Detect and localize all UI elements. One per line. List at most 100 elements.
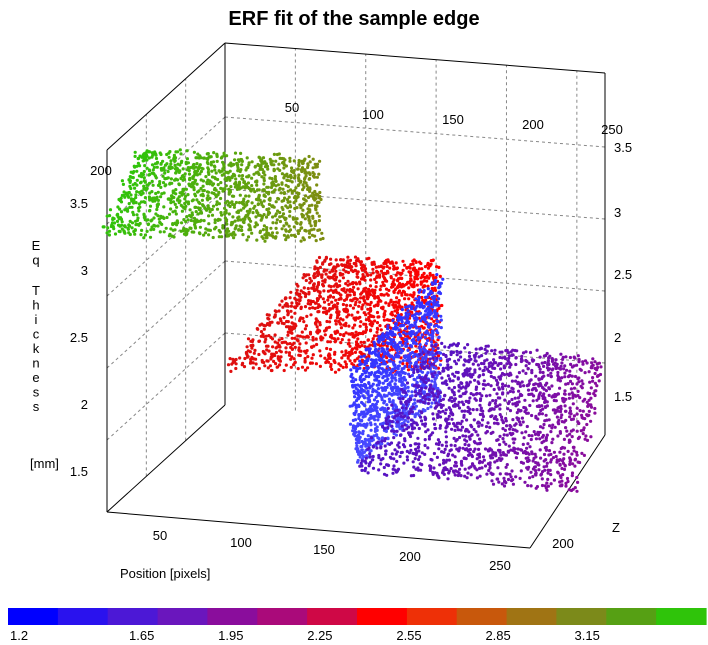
- scatter-point: [417, 457, 421, 462]
- scatter-point: [360, 400, 364, 405]
- scatter-point: [365, 438, 369, 442]
- scatter-point: [440, 303, 444, 308]
- scatter-point: [127, 178, 131, 182]
- scatter-point: [385, 370, 389, 374]
- scatter-point: [413, 401, 417, 405]
- scatter-point: [408, 324, 412, 328]
- scatter-point: [182, 177, 187, 181]
- scatter-point: [458, 394, 462, 398]
- scatter-point: [260, 216, 264, 220]
- scatter-point: [581, 362, 585, 366]
- scatter-point: [315, 342, 319, 347]
- scatter-point: [201, 192, 205, 196]
- scatter-point: [241, 233, 245, 237]
- scatter-point: [427, 308, 431, 312]
- scatter-point: [438, 415, 443, 419]
- scatter-point: [142, 213, 146, 217]
- scatter-point: [419, 276, 423, 280]
- scatter-point: [403, 263, 407, 267]
- scatter-point: [328, 320, 332, 324]
- scatter-point: [500, 385, 505, 389]
- scatter-point: [266, 212, 270, 217]
- scatter-point: [402, 375, 406, 379]
- scatter-point: [353, 359, 357, 363]
- scatter-point: [296, 195, 300, 199]
- scatter-point: [225, 218, 229, 222]
- scatter-point: [175, 198, 180, 202]
- scatter-point: [412, 337, 416, 341]
- scatter-point: [414, 260, 418, 264]
- scatter-point: [364, 444, 368, 448]
- scatter-point: [441, 471, 445, 475]
- scatter-point: [405, 362, 409, 366]
- scatter-point: [142, 184, 146, 188]
- scatter-point: [370, 261, 374, 265]
- scatter-point: [394, 322, 399, 326]
- scatter-point: [354, 386, 358, 390]
- scatter-point: [387, 373, 391, 377]
- scatter-point: [433, 422, 437, 426]
- scatter-point: [404, 311, 408, 315]
- scatter-point: [351, 282, 355, 286]
- scatter-point: [523, 410, 527, 414]
- scatter-point: [282, 224, 286, 228]
- scatter-point: [139, 193, 143, 197]
- scatter-point: [400, 276, 404, 280]
- scatter-point: [300, 212, 304, 216]
- scatter-point: [204, 207, 208, 211]
- scatter-point: [407, 365, 411, 369]
- scatter-point: [496, 466, 500, 470]
- scatter-point: [426, 287, 430, 291]
- scatter-point: [289, 233, 294, 237]
- scatter-point: [390, 333, 394, 337]
- scatter-point: [262, 161, 266, 165]
- scatter-point: [303, 217, 307, 221]
- scatter-point: [364, 374, 368, 379]
- scatter-point: [397, 289, 402, 293]
- scatter-point: [498, 413, 502, 417]
- scatter-point: [516, 396, 521, 400]
- scatter-point: [482, 362, 486, 366]
- scatter-point: [414, 404, 418, 408]
- scatter-point: [386, 365, 390, 369]
- scatter-point: [564, 426, 568, 430]
- scatter-point: [393, 309, 397, 313]
- scatter-point: [412, 367, 416, 371]
- scatter-point: [384, 272, 388, 276]
- scatter-point: [292, 357, 296, 361]
- scatter-point: [386, 422, 390, 426]
- scatter-point: [475, 408, 479, 412]
- scatter-point: [267, 317, 271, 321]
- scatter-point: [528, 445, 532, 449]
- scatter-point: [563, 371, 567, 375]
- scatter-point: [372, 398, 377, 402]
- scatter-point: [485, 367, 490, 371]
- scatter-point: [227, 187, 231, 191]
- scatter-point: [451, 453, 455, 457]
- scatter-point: [489, 408, 493, 412]
- scatter-point: [280, 199, 284, 203]
- scatter-point: [405, 293, 409, 297]
- scatter-point: [197, 189, 201, 193]
- scatter-point: [169, 159, 173, 163]
- scatter-point: [563, 389, 567, 393]
- scatter-point: [401, 259, 405, 263]
- scatter-point: [270, 231, 275, 235]
- scatter-point: [192, 162, 196, 167]
- scatter-point: [399, 414, 403, 418]
- scatter-point: [400, 291, 404, 295]
- scatter-point: [368, 303, 372, 307]
- scatter-point: [465, 447, 469, 451]
- scatter-point: [424, 342, 428, 346]
- scatter-point: [368, 309, 372, 313]
- scatter-point: [248, 209, 252, 213]
- scatter-point: [233, 182, 237, 186]
- scatter-point: [396, 351, 400, 355]
- scatter-point: [257, 213, 261, 217]
- scatter-point: [135, 178, 139, 182]
- scatter-point: [498, 443, 502, 447]
- scatter-point: [416, 412, 420, 416]
- scatter-point: [264, 334, 268, 338]
- scatter-point: [303, 177, 307, 181]
- scatter-point: [309, 279, 313, 283]
